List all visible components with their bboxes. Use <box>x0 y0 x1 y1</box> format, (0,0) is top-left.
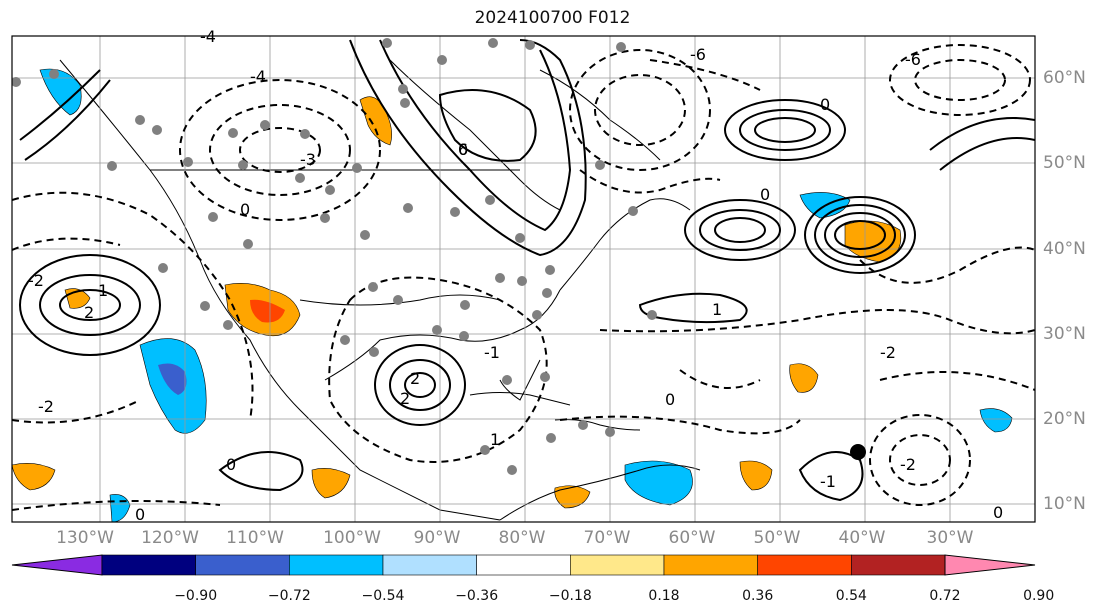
map-title: 2024100700 F012 <box>474 8 631 28</box>
colorbar-tick-label: −0.18 <box>548 588 592 604</box>
contour-label: 0 <box>665 390 675 409</box>
contour-label: 2 <box>84 303 94 322</box>
colorbar-cell <box>757 554 852 576</box>
contour-label: 0 <box>226 455 236 474</box>
contour-label: 0 <box>993 503 1003 522</box>
contour-label: 6 <box>458 140 468 159</box>
colorbar-cell <box>382 554 477 576</box>
contour-label: 1 <box>98 281 108 300</box>
lon-label: 40°W <box>838 528 886 548</box>
contour-label: -2 <box>880 343 896 362</box>
contour-label: -4 <box>250 67 266 86</box>
colorbar-tick-label: −0.36 <box>455 588 499 604</box>
colorbar-tick-label: −0.72 <box>267 588 311 604</box>
colorbar-tick-label: 0.54 <box>835 588 867 604</box>
contour-label: -2 <box>28 271 44 290</box>
colorbar-cell <box>476 554 571 576</box>
lon-label: 90°W <box>413 528 461 548</box>
colorbar-cell <box>101 554 196 576</box>
lon-label: 130°W <box>56 528 114 548</box>
observation-dots <box>12 38 657 475</box>
contour-label: -1 <box>820 472 836 491</box>
lon-label: 110°W <box>226 528 284 548</box>
contour-label: -2 <box>900 455 916 474</box>
lat-label: 20°N <box>1043 409 1086 429</box>
colorbar-cell <box>195 554 290 576</box>
lon-label: 80°W <box>498 528 546 548</box>
colorbar-tick-label: −0.54 <box>361 588 405 604</box>
solid-contours <box>19 39 1035 502</box>
contour-label: -6 <box>905 50 921 69</box>
colorbar-tick-label: −0.90 <box>174 588 218 604</box>
map-frame <box>11 35 1036 523</box>
contour-label: 0 <box>240 200 250 219</box>
contour-label: 0 <box>458 140 468 159</box>
contour-label: -1 <box>484 343 500 362</box>
colorbar-cell <box>289 554 384 576</box>
colorbar-cell <box>570 554 665 576</box>
contour-label: 0 <box>135 505 145 524</box>
storm-center-marker <box>850 444 866 460</box>
contour-label: 1 <box>490 430 500 449</box>
lat-label: 40°N <box>1043 239 1086 259</box>
lon-label: 70°W <box>583 528 631 548</box>
contour-label: -2 <box>38 397 54 416</box>
colorbar-cell <box>851 554 946 576</box>
contour-label: -4 <box>200 27 216 46</box>
lon-label: 30°W <box>926 528 974 548</box>
contour-label: 2 <box>410 369 420 388</box>
lon-label: 120°W <box>141 528 199 548</box>
colorbar-extend-high <box>944 554 1036 576</box>
lon-label: 50°W <box>753 528 801 548</box>
graticule <box>12 36 1035 522</box>
contour-labels: 0 6 1 -2 0 2 2 -1 1 2 -2 -2 0 0 -3 -4 -4… <box>28 27 1003 524</box>
contour-label: 0 <box>760 185 770 204</box>
dashed-contours <box>12 44 1035 511</box>
lat-label: 50°N <box>1043 153 1086 173</box>
colorbar-cell <box>663 554 758 576</box>
contour-label: -6 <box>690 45 706 64</box>
colorbar <box>11 554 1036 576</box>
lat-label: 60°N <box>1043 68 1086 88</box>
lat-label: 30°N <box>1043 324 1086 344</box>
contour-label: 2 <box>400 389 410 408</box>
lat-label: 10°N <box>1043 494 1086 514</box>
contour-label: 0 <box>820 95 830 114</box>
colorbar-tick-label: 0.90 <box>1023 588 1055 604</box>
lon-label: 60°W <box>668 528 716 548</box>
colorbar-tick-label: 0.18 <box>648 588 680 604</box>
lon-label: 100°W <box>323 528 381 548</box>
contour-label: -3 <box>300 150 316 169</box>
colorbar-tick-label: 0.36 <box>742 588 774 604</box>
colorbar-tick-label: 0.72 <box>929 588 961 604</box>
colorbar-extend-low <box>11 554 103 576</box>
contour-label: 1 <box>712 300 722 319</box>
